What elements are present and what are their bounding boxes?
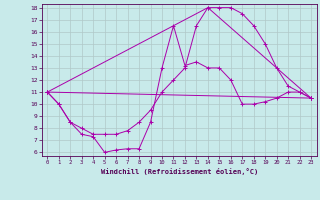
X-axis label: Windchill (Refroidissement éolien,°C): Windchill (Refroidissement éolien,°C): [100, 168, 258, 175]
